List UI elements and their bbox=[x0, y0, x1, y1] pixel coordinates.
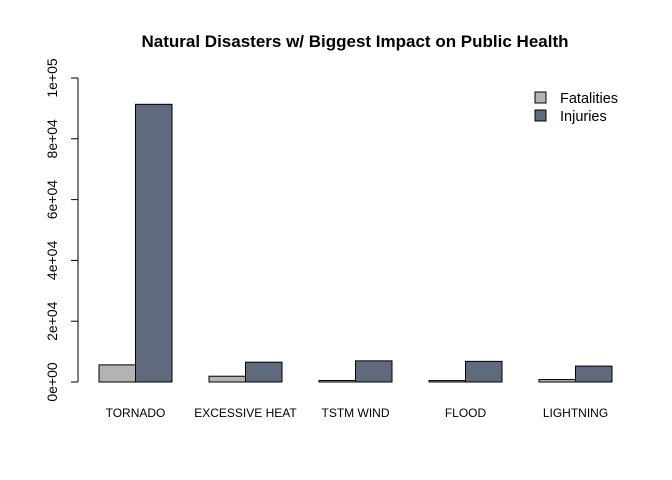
chart-title: Natural Disasters w/ Biggest Impact on P… bbox=[142, 32, 569, 51]
legend-swatch-injuries bbox=[534, 109, 547, 122]
bar-fatalities-tstm-wind bbox=[318, 379, 356, 383]
bar-injuries-tstm-wind bbox=[355, 360, 393, 383]
x-category-label: EXCESSIVE HEAT bbox=[194, 406, 297, 420]
legend-label-injuries: Injuries bbox=[560, 109, 607, 125]
y-axis: 0e+00 2e+04 4e+04 6e+04 8e+04 1e+05 bbox=[44, 58, 79, 402]
y-tick-label: 8e+04 bbox=[44, 119, 60, 159]
y-tick-label: 1e+05 bbox=[44, 58, 60, 98]
bar-injuries-lightning bbox=[575, 365, 613, 383]
x-category-label: LIGHTNING bbox=[543, 406, 608, 420]
x-axis-labels: TORNADO EXCESSIVE HEAT TSTM WIND FLOOD LIGHT… bbox=[106, 406, 609, 420]
x-category-label: TORNADO bbox=[106, 406, 166, 420]
bar-fatalities-tornado bbox=[98, 364, 136, 383]
y-tick-label: 4e+04 bbox=[44, 241, 60, 281]
y-tick-label: 2e+04 bbox=[44, 301, 60, 341]
bar-injuries-excessive-heat bbox=[245, 361, 283, 383]
bar-fatalities-lightning bbox=[538, 379, 576, 383]
bars-group bbox=[98, 103, 613, 383]
legend-swatch-fatalities bbox=[534, 91, 547, 104]
legend-label-fatalities: Fatalities bbox=[560, 91, 618, 107]
x-category-label: TSTM WIND bbox=[322, 406, 390, 420]
bar-injuries-tornado bbox=[135, 103, 173, 383]
y-tick-label: 0e+00 bbox=[44, 362, 60, 402]
bar-fatalities-flood bbox=[428, 380, 466, 383]
y-tick-label: 6e+04 bbox=[44, 180, 60, 220]
x-category-label: FLOOD bbox=[445, 406, 487, 420]
bar-injuries-flood bbox=[465, 360, 503, 383]
legend: Fatalities Injuries bbox=[534, 91, 618, 125]
bar-fatalities-excessive-heat bbox=[208, 375, 246, 383]
